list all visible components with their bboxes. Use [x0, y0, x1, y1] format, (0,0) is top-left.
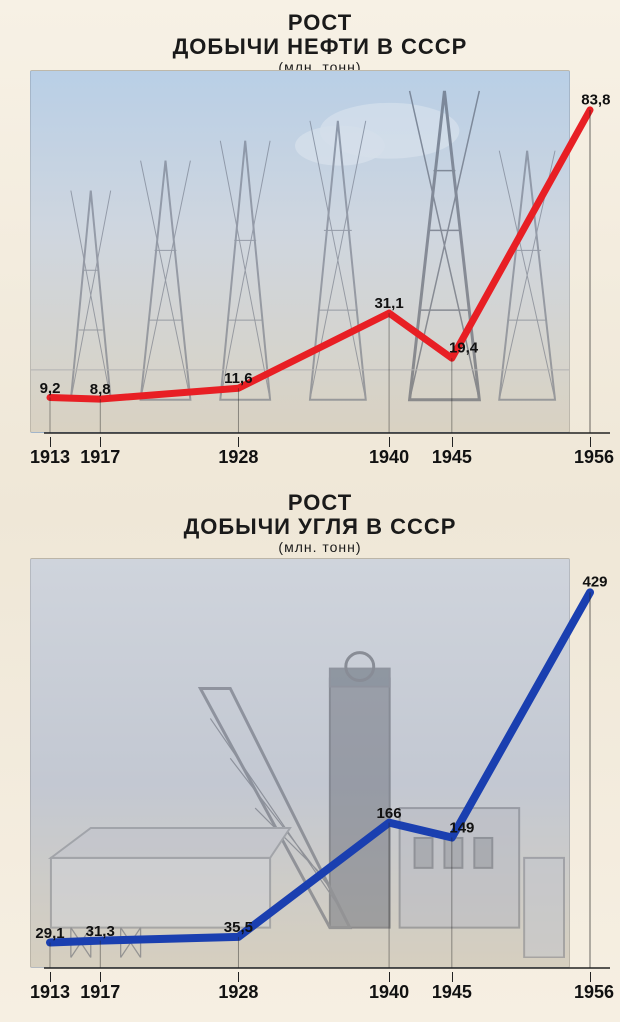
oil-title-line2: ДОБЫЧИ НЕФТИ В СССР [30, 34, 610, 60]
oil-value-label: 31,1 [374, 295, 403, 312]
oil-title-line1: РОСТ [30, 10, 610, 36]
x-tick [100, 437, 101, 447]
x-tick [389, 437, 390, 447]
coal-value-label: 166 [377, 805, 402, 822]
coal-value-label: 429 [582, 574, 607, 591]
coal-value-label: 31,3 [86, 923, 115, 940]
oil-x-axis: 191319171928194019451956 [30, 437, 610, 475]
x-year-label: 1956 [574, 447, 614, 468]
x-tick [590, 437, 591, 447]
x-year-label: 1913 [30, 982, 70, 1003]
x-tick [452, 437, 453, 447]
coal-chart: РОСТ ДОБЫЧИ УГЛЯ В СССР (млн. тонн) [30, 490, 610, 1010]
x-tick [50, 437, 51, 447]
oil-value-label: 11,6 [224, 370, 252, 387]
x-tick [590, 972, 591, 982]
coal-title-line2: ДОБЫЧИ УГЛЯ В СССР [30, 514, 610, 540]
oil-chart: РОСТ ДОБЫЧИ НЕФТИ В СССР (млн. тонн) [30, 10, 610, 475]
x-year-label: 1913 [30, 447, 70, 468]
x-tick [50, 972, 51, 982]
x-year-label: 1917 [80, 982, 120, 1003]
coal-subtitle: (млн. тонн) [30, 539, 610, 555]
x-year-label: 1945 [432, 982, 472, 1003]
x-year-label: 1940 [369, 447, 409, 468]
x-tick [238, 972, 239, 982]
coal-title-block: РОСТ ДОБЫЧИ УГЛЯ В СССР (млн. тонн) [30, 490, 610, 555]
oil-value-label: 8,8 [90, 381, 111, 398]
x-year-label: 1945 [432, 447, 472, 468]
coal-line-svg [30, 568, 610, 972]
x-year-label: 1928 [218, 982, 258, 1003]
coal-x-axis: 191319171928194019451956 [30, 972, 610, 1010]
x-year-label: 1956 [574, 982, 614, 1003]
x-tick [100, 972, 101, 982]
oil-value-label: 83,8 [581, 91, 610, 108]
page: РОСТ ДОБЫЧИ НЕФТИ В СССР (млн. тонн) [0, 0, 620, 1022]
coal-plot: 29,1 31,3 35,5 166 149 429 [30, 568, 610, 972]
oil-line [50, 110, 590, 399]
coal-line [50, 592, 590, 942]
oil-plot: 9,2 8,8 11,6 31,1 19,4 83,8 [30, 80, 610, 437]
x-year-label: 1928 [218, 447, 258, 468]
x-year-label: 1940 [369, 982, 409, 1003]
oil-title-block: РОСТ ДОБЫЧИ НЕФТИ В СССР (млн. тонн) [30, 10, 610, 75]
x-tick [238, 437, 239, 447]
oil-line-svg [30, 80, 610, 437]
coal-value-label: 29,1 [35, 925, 64, 942]
coal-value-label: 149 [449, 819, 474, 836]
coal-value-label: 35,5 [224, 919, 253, 936]
coal-title-line1: РОСТ [30, 490, 610, 516]
oil-value-label: 19,4 [449, 339, 478, 356]
oil-value-label: 9,2 [40, 380, 61, 397]
x-tick [452, 972, 453, 982]
x-tick [389, 972, 390, 982]
x-year-label: 1917 [80, 447, 120, 468]
